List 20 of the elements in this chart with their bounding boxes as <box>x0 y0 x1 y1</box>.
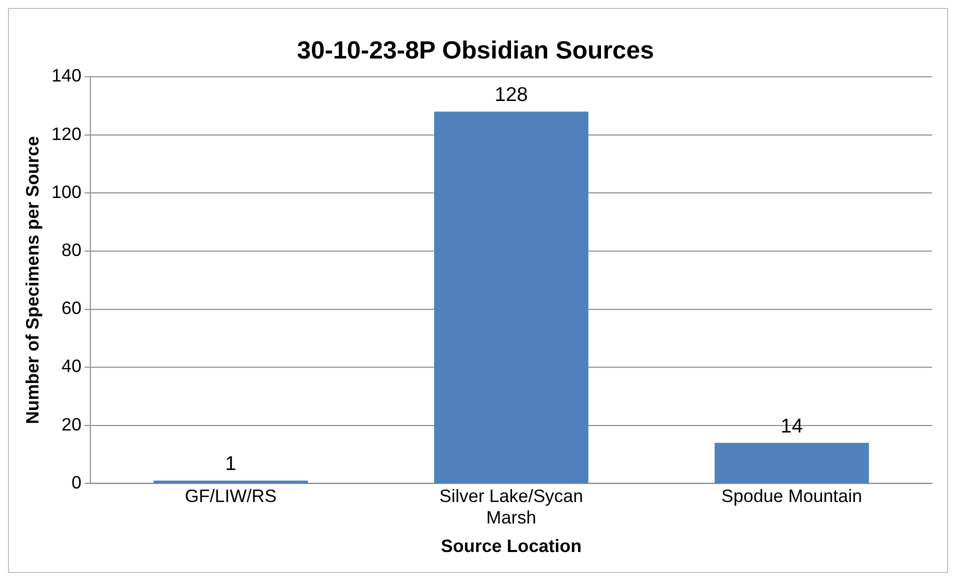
y-tick-label: 20 <box>62 414 82 434</box>
y-tick-label: 40 <box>62 356 82 376</box>
x-tick-label: Spodue Mountain <box>721 486 862 506</box>
data-label: 128 <box>494 84 528 106</box>
bar <box>714 442 869 484</box>
data-label: 14 <box>780 415 803 438</box>
x-tick-label: Silver Lake/Sycan Marsh <box>439 486 584 528</box>
y-tick-label: 60 <box>62 298 82 318</box>
y-tick-label: 120 <box>52 124 82 144</box>
x-tick-label: GF/LIW/RS <box>184 486 277 506</box>
bar <box>154 480 308 484</box>
data-label: 1 <box>225 453 236 476</box>
y-tick-label: 140 <box>52 66 82 86</box>
y-axis-title: Number of Specimens per Source <box>22 136 43 424</box>
chart-title: 30-10-23-8P Obsidian Sources <box>297 36 654 65</box>
y-tick-label: 0 <box>71 472 82 492</box>
x-axis-title: Source Location <box>440 536 582 556</box>
y-tick-label: 100 <box>52 182 82 202</box>
y-tick-label: 80 <box>62 240 82 260</box>
bar <box>434 112 588 484</box>
